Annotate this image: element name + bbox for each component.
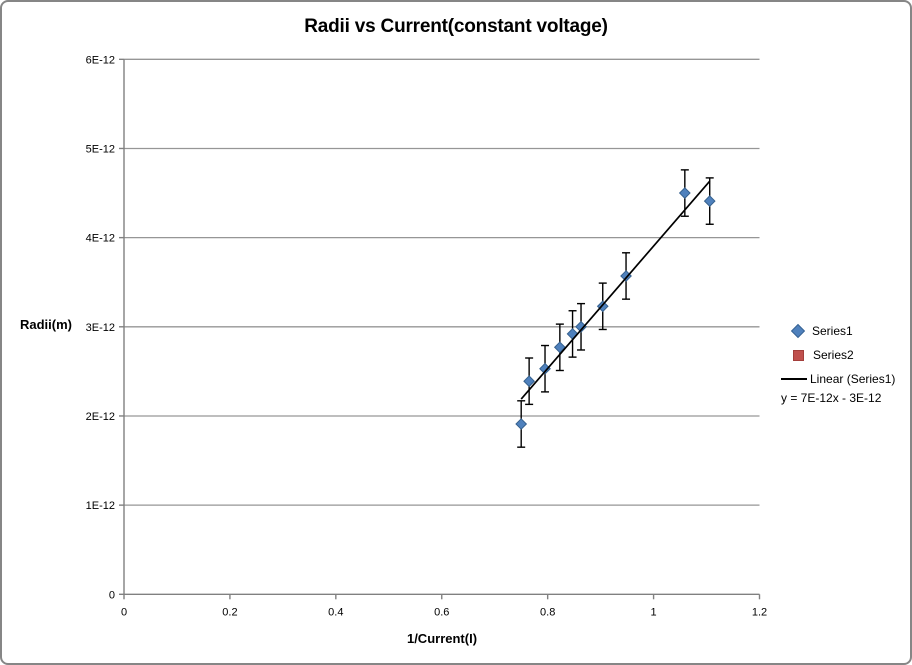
chart-title[interactable]: Radii vs Current(constant voltage) bbox=[304, 16, 608, 37]
legend-label-series1: Series1 bbox=[812, 324, 853, 338]
series2-square-icon bbox=[793, 349, 804, 361]
x-tick-label: 0.4 bbox=[328, 606, 343, 618]
x-tick-label: 1 bbox=[651, 606, 657, 618]
y-tick-label: 2E-12 bbox=[86, 411, 115, 423]
legend-label-series2: Series2 bbox=[813, 348, 854, 362]
y-tick-labels: 0 1E-12 2E-12 3E-12 4E-12 5E-12 6E-12 bbox=[86, 54, 115, 601]
data-point[interactable] bbox=[553, 341, 566, 354]
data-point[interactable] bbox=[566, 328, 579, 340]
y-axis-title[interactable]: Radii(m) bbox=[20, 317, 72, 332]
legend-item-trendline[interactable]: Linear (Series1) bbox=[781, 367, 910, 391]
trendline-line-icon bbox=[781, 378, 807, 380]
y-tick-label: 4E-12 bbox=[86, 233, 115, 245]
y-tick-label: 1E-12 bbox=[86, 500, 115, 512]
data-point[interactable] bbox=[515, 418, 528, 430]
legend-item-series2[interactable]: Series2 bbox=[781, 343, 910, 367]
x-tick-labels: 0 0.2 0.4 0.6 0.8 1 1.2 bbox=[121, 606, 767, 618]
trendline[interactable] bbox=[520, 180, 711, 400]
x-tick-label: 0 bbox=[121, 606, 127, 618]
y-tick-label: 5E-12 bbox=[86, 143, 115, 155]
y-tick-label: 0 bbox=[109, 589, 115, 601]
series1-points[interactable] bbox=[515, 187, 716, 430]
data-point[interactable] bbox=[703, 195, 716, 207]
x-tick-label: 1.2 bbox=[752, 606, 767, 618]
data-point[interactable] bbox=[596, 300, 609, 313]
legend-item-series1[interactable]: Series1 bbox=[781, 319, 910, 343]
x-axis-title[interactable]: 1/Current(I) bbox=[406, 631, 478, 646]
y-tick-label: 6E-12 bbox=[86, 54, 115, 66]
x-tick-label: 0.8 bbox=[540, 606, 555, 618]
legend[interactable]: Series1 Series2 Linear (Series1) y = 7E-… bbox=[781, 319, 910, 406]
legend-label-trendline: Linear (Series1) bbox=[810, 372, 896, 386]
data-point[interactable] bbox=[678, 187, 691, 199]
data-point[interactable] bbox=[620, 270, 632, 282]
axes bbox=[119, 58, 761, 600]
series1-diamond-icon bbox=[790, 323, 806, 339]
gridlines bbox=[124, 58, 760, 506]
trendline-equation[interactable]: y = 7E-12x - 3E-12 bbox=[781, 391, 882, 405]
x-tick-label: 0.6 bbox=[434, 606, 449, 618]
x-tick-label: 0.2 bbox=[222, 606, 237, 618]
data-point[interactable] bbox=[523, 375, 536, 388]
y-tick-label: 3E-12 bbox=[86, 322, 115, 334]
